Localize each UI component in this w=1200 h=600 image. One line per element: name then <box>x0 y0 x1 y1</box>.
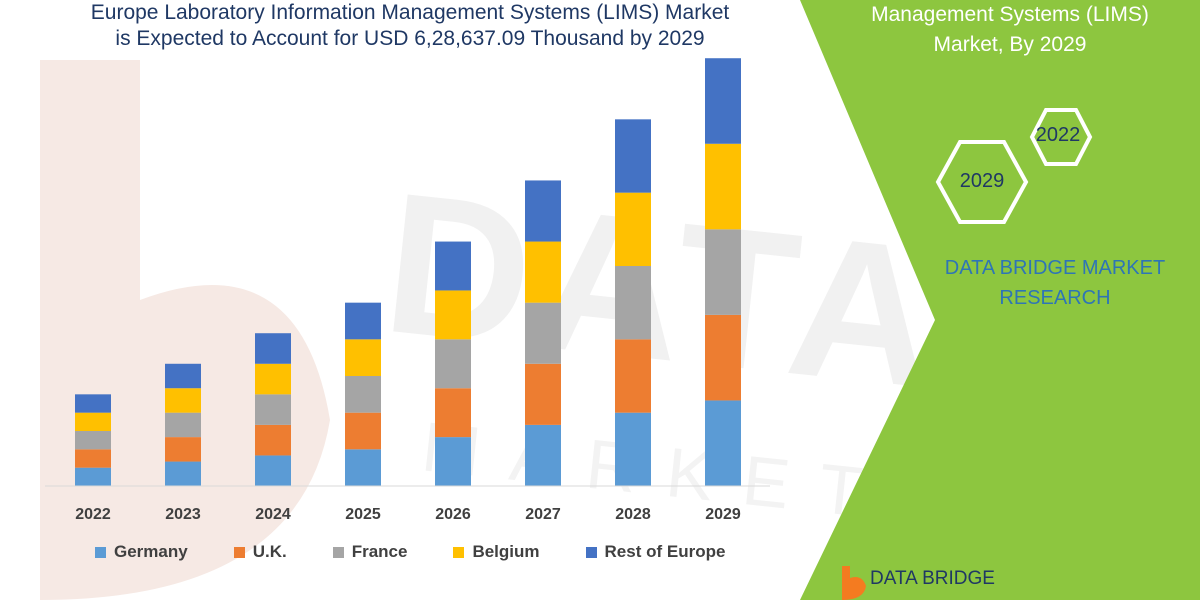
x-tick-label: 2026 <box>435 506 471 523</box>
brand-text: DATA BRIDGE MARKET RESEARCH <box>905 253 1200 313</box>
bar-2023-u-k- <box>165 437 201 462</box>
bar-2029-france <box>705 229 741 315</box>
x-tick-labels: 2022 2023 2024 2025 2026 2027 2028 2029 <box>75 506 741 523</box>
legend-swatch <box>332 546 344 558</box>
bar-2023-belgium <box>165 388 201 413</box>
bar-2028-u-k- <box>615 339 651 413</box>
bar-2029-germany <box>705 400 741 486</box>
brand-text-line1: DATA BRIDGE MARKET <box>944 257 1166 279</box>
bar-2026-germany <box>435 437 471 486</box>
legend-item: Rest of Europe <box>585 542 726 562</box>
bar-2023-france <box>165 412 201 438</box>
bar-2028-france <box>615 266 651 340</box>
legend-label: Germany <box>114 542 188 561</box>
x-tick-label: 2022 <box>75 506 111 523</box>
legend-label: France <box>351 542 408 561</box>
legend-item: Belgium <box>453 542 540 562</box>
bar-2027-germany <box>525 424 561 486</box>
logo-text: DATA BRIDGE <box>870 568 995 589</box>
legend-swatch <box>233 546 245 558</box>
bar-2025-u-k- <box>345 412 381 450</box>
bar-2022-germany <box>75 467 111 486</box>
bar-2024-france <box>255 394 291 425</box>
panel-title-line2: Market, By 2029 <box>933 33 1087 56</box>
bar-2026-france <box>435 339 471 389</box>
bar-2025-rest-of-europe <box>345 302 381 340</box>
legend-item: U.K. <box>233 542 287 562</box>
legend: Germany U.K. France Belgium Rest of Europe <box>95 541 795 563</box>
bar-2028-germany <box>615 412 651 486</box>
panel-title-line1: Management Systems (LIMS) <box>871 3 1149 26</box>
legend-label: Rest of Europe <box>604 542 726 561</box>
legend-label: U.K. <box>252 542 287 561</box>
bar-2025-france <box>345 376 381 413</box>
hex-year-front-label: 2029 <box>959 170 1005 192</box>
bar-2029-rest-of-europe <box>705 58 741 144</box>
bar-2024-belgium <box>255 363 291 395</box>
logo-icon <box>842 566 866 600</box>
bars-group <box>75 58 741 486</box>
bar-2029-u-k- <box>705 314 741 401</box>
bar-2024-u-k- <box>255 424 291 456</box>
bar-2026-belgium <box>435 290 471 340</box>
bar-2027-france <box>525 302 561 364</box>
x-tick-label: 2023 <box>165 506 201 523</box>
bar-2022-rest-of-europe <box>75 394 111 413</box>
bar-2024-germany <box>255 455 291 486</box>
bar-2023-rest-of-europe <box>165 363 201 389</box>
bar-2022-france <box>75 431 111 450</box>
x-tick-label: 2028 <box>615 506 651 523</box>
hex-year-back-label: 2022 <box>1035 124 1081 146</box>
x-tick-label: 2025 <box>345 506 381 523</box>
legend-swatch <box>585 546 597 558</box>
bar-2022-u-k- <box>75 449 111 468</box>
legend-item: Germany <box>95 542 188 562</box>
chart-title-line1: Europe Laboratory Information Management… <box>90 1 730 24</box>
x-tick-label: 2024 <box>255 506 291 523</box>
bar-2028-rest-of-europe <box>615 119 651 193</box>
bar-2027-belgium <box>525 241 561 303</box>
x-tick-label: 2027 <box>525 506 561 523</box>
bar-2026-u-k- <box>435 388 471 438</box>
legend-swatch <box>453 546 465 558</box>
brand-text-line2: RESEARCH <box>999 287 1111 309</box>
bar-2023-germany <box>165 461 201 486</box>
legend-item: France <box>332 542 408 562</box>
panel-title: Management Systems (LIMS) Market, By 202… <box>820 0 1200 60</box>
bar-2029-belgium <box>705 143 741 230</box>
bar-2025-germany <box>345 449 381 486</box>
legend-label: Belgium <box>472 542 540 561</box>
bar-2022-belgium <box>75 412 111 431</box>
x-tick-label: 2029 <box>705 506 741 523</box>
bar-2028-belgium <box>615 192 651 266</box>
bar-2027-rest-of-europe <box>525 180 561 242</box>
bar-2025-belgium <box>345 339 381 376</box>
bar-2027-u-k- <box>525 363 561 425</box>
bar-2026-rest-of-europe <box>435 241 471 291</box>
legend-swatch <box>95 546 106 558</box>
chart-title: Europe Laboratory Information Management… <box>20 0 800 52</box>
bar-2024-rest-of-europe <box>255 333 291 364</box>
chart-title-line2: is Expected to Account for USD 6,28,637.… <box>115 27 705 50</box>
